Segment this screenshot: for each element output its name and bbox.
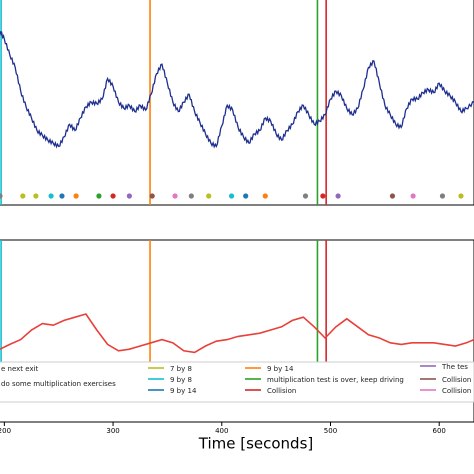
- event-marker-6: [96, 193, 102, 199]
- legend-label-7: Collision: [267, 387, 296, 395]
- legend-label-3: 9 by 8: [170, 376, 192, 384]
- event-marker-1: [20, 193, 26, 199]
- legend-label-10: Collision: [442, 387, 471, 395]
- event-marker-21: [439, 193, 446, 199]
- bottom-series: [0, 313, 474, 354]
- event-marker-16: [302, 193, 309, 199]
- event-marker-9: [149, 193, 155, 199]
- event-marker-17: [320, 193, 326, 199]
- event-marker-7: [110, 193, 116, 199]
- event-marker-13: [228, 193, 235, 199]
- legend-label-5: 9 by 14: [267, 365, 294, 373]
- event-marker-14: [243, 193, 249, 199]
- top-series: [0, 30, 474, 149]
- event-marker-15: [262, 193, 268, 199]
- event-marker-4: [59, 193, 65, 199]
- event-marker-2: [33, 193, 39, 199]
- event-marker-20: [410, 193, 416, 199]
- event-marker-0: [0, 193, 3, 199]
- event-marker-12: [206, 193, 212, 199]
- event-marker-19: [389, 193, 396, 199]
- event-marker-3: [48, 193, 54, 199]
- event-marker-11: [188, 193, 194, 199]
- bottom-panel-frame: [0, 239, 474, 423]
- x-tick-label-2: 400: [215, 427, 228, 435]
- x-tick-label-3: 500: [324, 427, 337, 435]
- legend-label-8: The tes: [441, 363, 468, 371]
- x-axis-label: Time [seconds]: [198, 435, 314, 453]
- x-tick-label-4: 600: [433, 427, 446, 435]
- x-tick-label-1: 300: [106, 427, 119, 435]
- event-marker-10: [172, 193, 178, 199]
- event-marker-22: [458, 193, 464, 199]
- legend: e next exit do some multiplication exerci…: [0, 361, 474, 403]
- legend-label-6: multiplication test is over, keep drivin…: [267, 376, 404, 384]
- event-marker-18: [335, 193, 341, 199]
- legend-label-4: 9 by 14: [170, 387, 197, 395]
- x-axis: 200 300 400 500 600: [0, 422, 446, 435]
- top-series-line-0: [0, 30, 474, 149]
- bottom-series-line-0: [0, 313, 474, 354]
- event-marker-5: [73, 193, 79, 199]
- x-tick-label-0: 200: [0, 427, 11, 435]
- top-panel-frame: [0, 0, 474, 206]
- legend-box: [0, 361, 474, 403]
- legend-label-0: e next exit: [1, 365, 39, 373]
- top-panel: [0, 0, 474, 206]
- legend-label-9: Collision: [442, 376, 471, 384]
- legend-label-1: do some multiplication exercises: [1, 380, 116, 388]
- event-markers: [0, 193, 464, 199]
- legend-label-2: 7 by 8: [170, 365, 192, 373]
- event-marker-8: [126, 193, 132, 199]
